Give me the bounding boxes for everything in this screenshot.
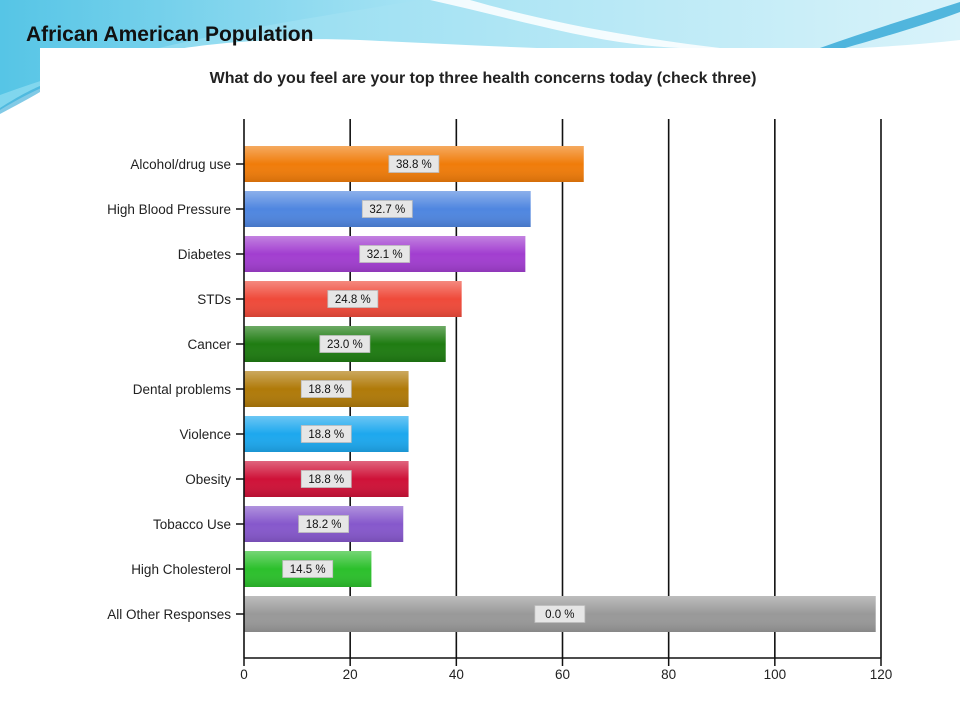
data-label-box <box>534 605 586 623</box>
axes: Alcohol/drug use High Blood Pressure Diabe… <box>107 119 892 682</box>
category-label: Diabetes <box>178 247 232 262</box>
data-label: 38.8 % <box>396 159 432 171</box>
x-tick-label: 120 <box>870 667 893 682</box>
data-label: 18.8 % <box>308 384 344 396</box>
swoosh-shape <box>0 0 420 95</box>
category-label: High Blood Pressure <box>107 202 231 217</box>
data-label-box <box>282 560 334 578</box>
data-label-box <box>327 290 379 308</box>
bars: 38.8 % 32.7 % 32.1 % 24.8 % 23.0 % 18.8 % 18.8… <box>244 146 876 632</box>
swoosh-shape <box>430 0 720 48</box>
data-label-box <box>300 380 352 398</box>
data-label-box <box>359 245 411 263</box>
category-label: All Other Responses <box>107 607 231 622</box>
chart-title: What do you feel are your top three heal… <box>210 70 757 87</box>
category-label: STDs <box>197 292 231 307</box>
data-label-box <box>361 200 413 218</box>
category-label: Dental problems <box>133 382 232 397</box>
data-label: 32.1 % <box>367 249 403 261</box>
category-label: Obesity <box>185 472 231 487</box>
category-label: Tobacco Use <box>153 517 231 532</box>
data-label: 32.7 % <box>369 204 405 216</box>
data-label: 18.2 % <box>306 519 342 531</box>
x-tick-label: 60 <box>555 667 570 682</box>
category-label: Alcohol/drug use <box>130 157 231 172</box>
data-label: 18.8 % <box>308 429 344 441</box>
data-label-box <box>298 515 350 533</box>
swoosh-shape <box>0 86 40 114</box>
x-tick-label: 40 <box>449 667 464 682</box>
x-tick-label: 100 <box>764 667 787 682</box>
data-label-box <box>300 425 352 443</box>
bar-chart: What do you feel are your top three heal… <box>107 70 892 682</box>
category-label: High Cholesterol <box>131 562 231 577</box>
x-tick-label: 0 <box>240 667 248 682</box>
data-label-box <box>319 335 371 353</box>
category-label: Cancer <box>187 337 231 352</box>
slide-title: African American Population <box>26 23 314 46</box>
swoosh-shape <box>820 2 960 48</box>
data-label-box <box>300 470 352 488</box>
data-label: 14.5 % <box>290 564 326 576</box>
x-tick-label: 20 <box>343 667 358 682</box>
data-label: 24.8 % <box>335 294 371 306</box>
data-label: 23.0 % <box>327 339 363 351</box>
data-label: 0.0 % <box>545 609 574 621</box>
data-label: 18.8 % <box>308 474 344 486</box>
x-tick-label: 80 <box>661 667 676 682</box>
data-label-box <box>388 155 440 173</box>
chart-panel: What do you feel are your top three heal… <box>40 48 928 712</box>
category-label: Violence <box>179 427 231 442</box>
